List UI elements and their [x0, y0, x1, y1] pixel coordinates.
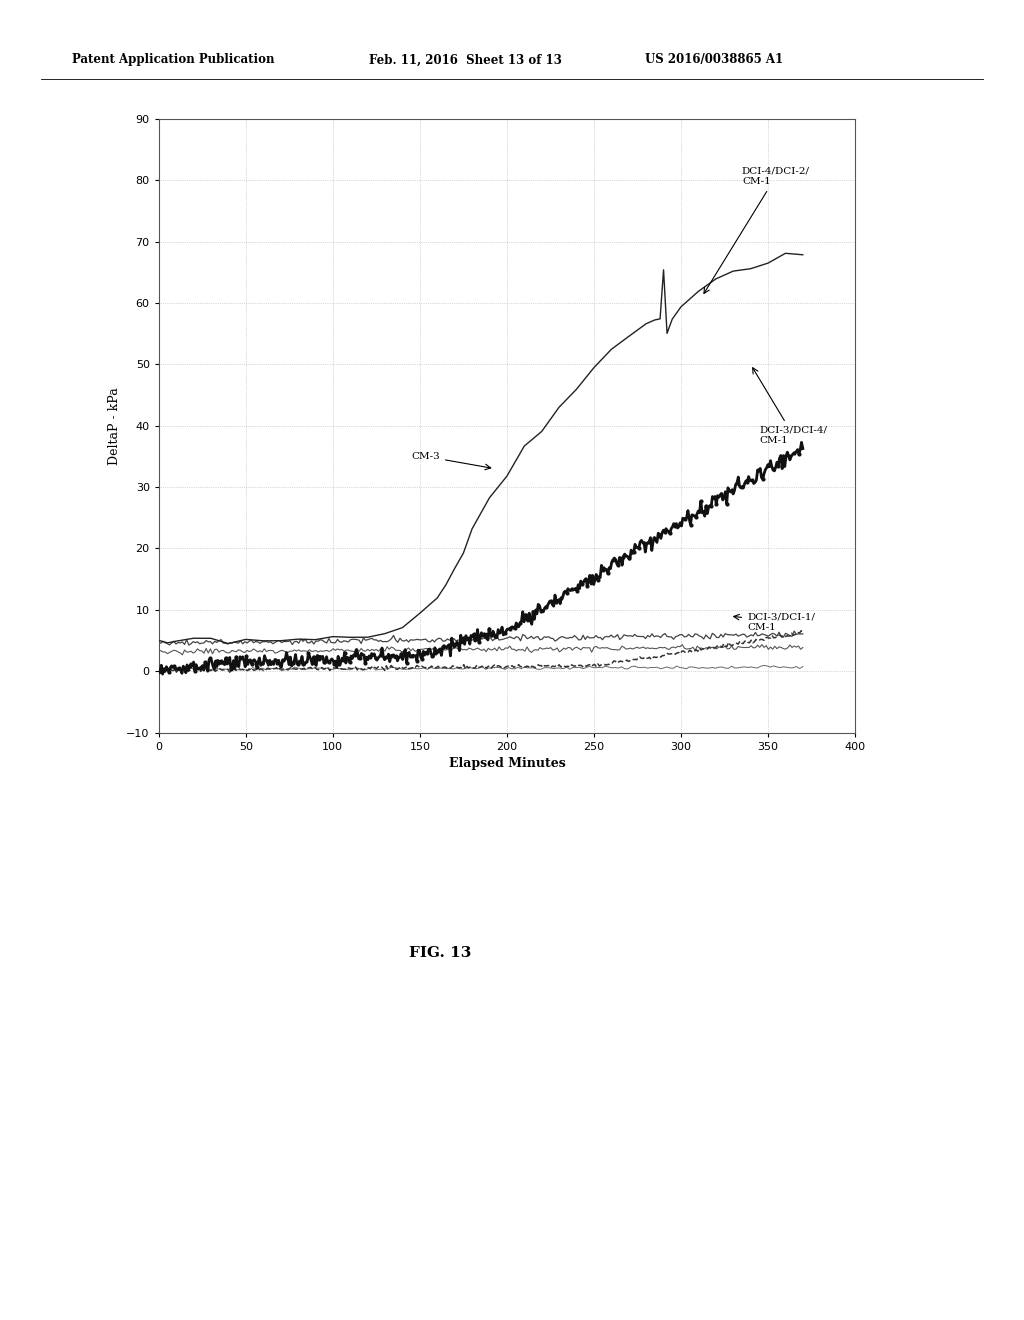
Text: US 2016/0038865 A1: US 2016/0038865 A1: [645, 53, 783, 66]
Y-axis label: DeltaP - kPa: DeltaP - kPa: [108, 387, 121, 465]
X-axis label: Elapsed Minutes: Elapsed Minutes: [449, 758, 565, 770]
Text: CM-3: CM-3: [412, 451, 490, 470]
Text: Feb. 11, 2016  Sheet 13 of 13: Feb. 11, 2016 Sheet 13 of 13: [369, 53, 561, 66]
Text: DCI-3/DCI-4/
CM-1: DCI-3/DCI-4/ CM-1: [753, 368, 827, 445]
Text: DCI-4/DCI-2/
CM-1: DCI-4/DCI-2/ CM-1: [703, 166, 810, 293]
Text: DCI-3/DCI-1/
CM-1: DCI-3/DCI-1/ CM-1: [733, 612, 815, 632]
Text: FIG. 13: FIG. 13: [410, 946, 471, 960]
Text: Patent Application Publication: Patent Application Publication: [72, 53, 274, 66]
